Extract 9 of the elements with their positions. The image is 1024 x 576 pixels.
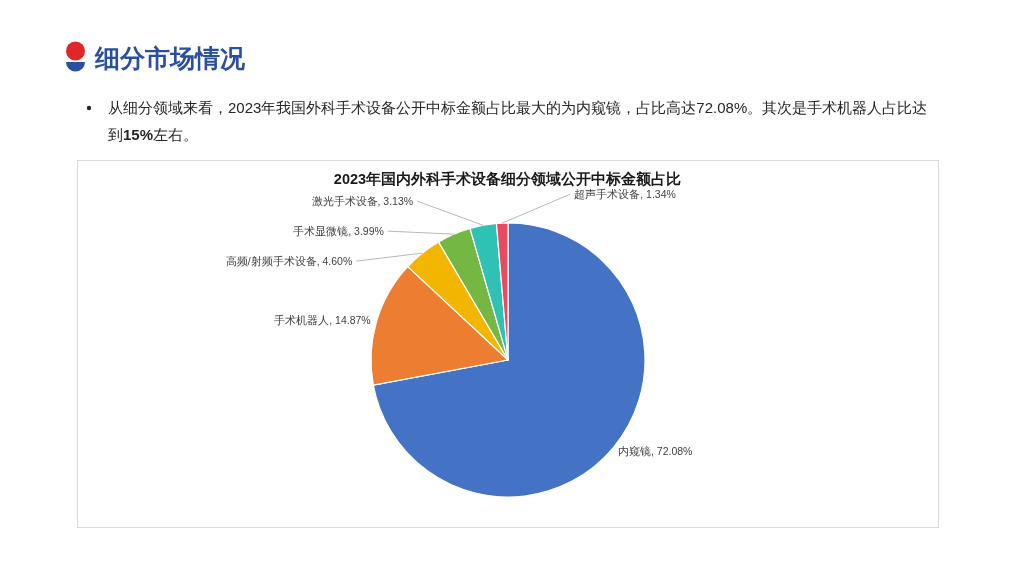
slice-label: 激光手术设备, 3.13% — [311, 194, 414, 207]
slice-label: 手术显微镜, 3.99% — [293, 224, 384, 237]
text: 从细分领域来看，2023年我国外科手术设备公开中标金额占比最大的为内窥镜，占比高达72.08%。其次是手术机器人占比达到15%左右。 — [108, 99, 928, 143]
slice-label: 超声手术设备, 1.34% — [574, 187, 676, 200]
chart-title: 2023年国内外科手术设备细分领域公开中标金额占比 — [333, 170, 682, 187]
slice-label: 手术机器人, 14.87% — [274, 314, 371, 327]
slice-label: 内窥镜, 72.08% — [617, 445, 693, 458]
slice-label: 高频/射频手术设备, 4.60% — [225, 254, 353, 267]
text: 细分市场情况 — [95, 43, 245, 74]
